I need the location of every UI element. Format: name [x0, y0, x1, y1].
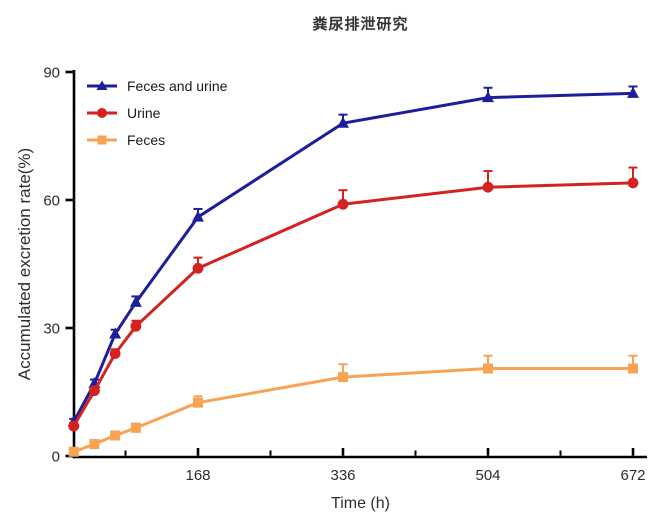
legend-item-label: Feces and urine [127, 77, 228, 94]
data-point-marker-feces [483, 363, 493, 374]
series-line-feces [72, 367, 635, 454]
data-point-marker-feces [628, 363, 638, 374]
legend-item-feces-and-urine: Feces and urine [86, 72, 227, 99]
triangle-marker-icon [87, 80, 117, 90]
data-point-marker-feces [130, 422, 141, 433]
y-axis-label: Accumulated excretion rate(%) [15, 147, 34, 381]
series-line-feces-and-urine [72, 91, 635, 424]
legend-item-label: Feces [127, 131, 166, 148]
square-marker-icon [87, 135, 117, 144]
chart-title: 粪尿排泄研究 [312, 16, 409, 33]
legend-item-feces: Feces [86, 126, 227, 153]
data-point-marker-feces-and-urine [192, 210, 204, 222]
data-point-marker-feces [193, 397, 203, 408]
data-point-marker-feces [89, 439, 100, 450]
x-tick-label: 168 [185, 467, 210, 484]
series-line-urine [72, 181, 635, 428]
y-tick-label: 0 [52, 449, 60, 466]
data-point-marker-feces-and-urine [627, 86, 639, 98]
x-tick-label: 336 [330, 467, 355, 484]
legend-item-label: Urine [127, 104, 161, 121]
legend-item-urine: Urine [86, 99, 227, 126]
data-point-marker-feces-and-urine [129, 295, 142, 307]
triangle-marker-icon [86, 78, 118, 94]
data-point-marker-feces [110, 430, 121, 441]
data-point-marker-feces-and-urine [337, 116, 349, 128]
circle-marker-icon [86, 105, 118, 121]
square-marker-icon [86, 132, 118, 148]
x-axis-label: Time (h) [331, 495, 390, 512]
legend: Feces and urine Urine Feces [86, 72, 227, 153]
data-point-marker-urine [482, 181, 494, 193]
data-point-marker-urine [627, 177, 639, 189]
data-point-marker-urine [130, 320, 142, 332]
data-point-marker-urine [192, 262, 204, 274]
data-point-marker-urine [337, 198, 349, 210]
x-tick-label: 672 [620, 467, 645, 484]
data-point-marker-urine [68, 420, 80, 432]
y-tick-label: 30 [43, 321, 60, 338]
data-point-marker-feces [68, 446, 79, 457]
y-tick-label: 90 [43, 65, 60, 82]
data-point-marker-urine [109, 348, 121, 359]
circle-marker-icon [87, 107, 117, 118]
data-point-marker-feces-and-urine [109, 327, 122, 339]
data-point-marker-feces [338, 372, 348, 383]
x-tick-label: 504 [475, 467, 500, 484]
data-point-marker-urine [89, 385, 100, 397]
y-tick-label: 60 [43, 193, 60, 210]
data-point-marker-feces-and-urine [482, 91, 494, 103]
